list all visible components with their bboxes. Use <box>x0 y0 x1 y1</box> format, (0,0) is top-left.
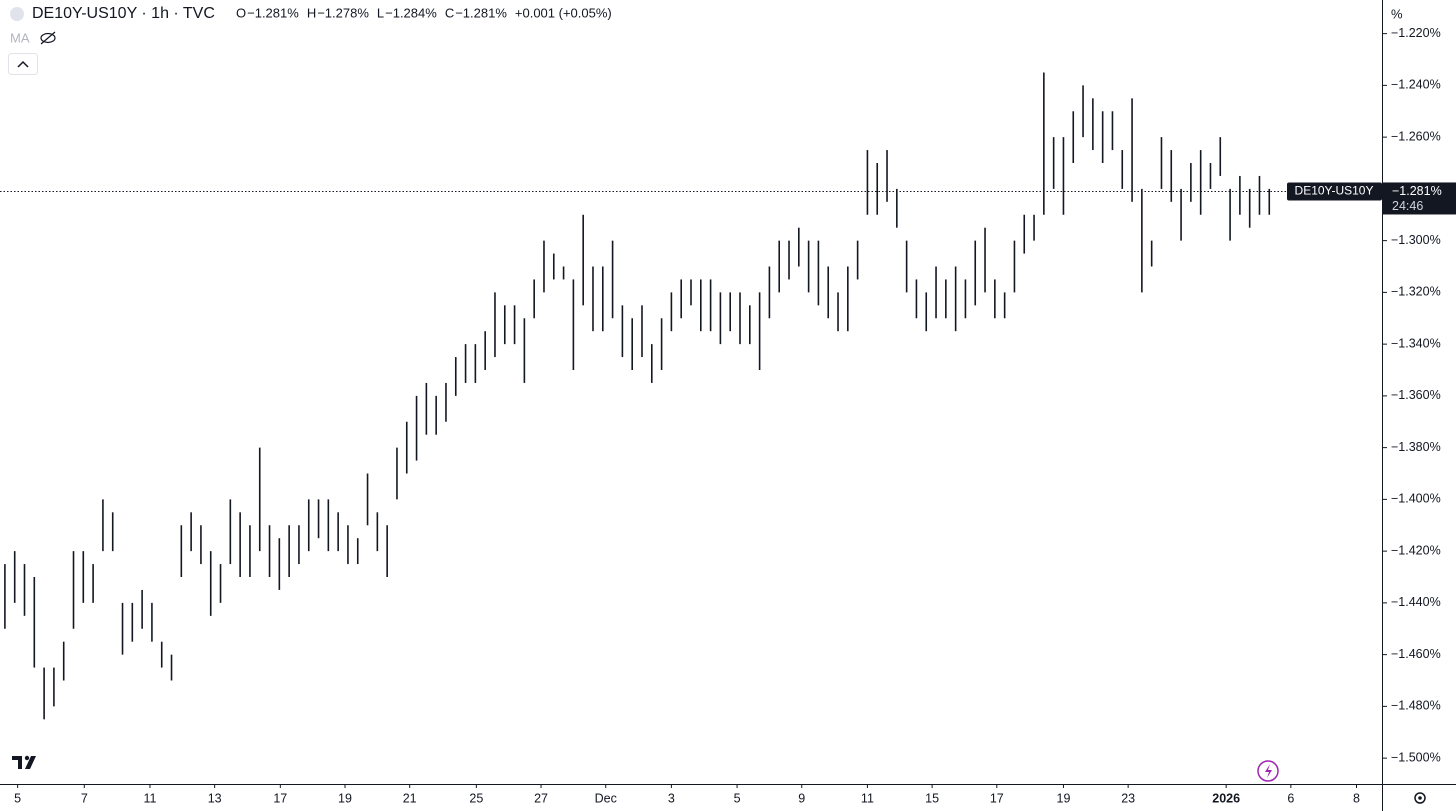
ohlc-value: −1.281% <box>455 5 507 20</box>
visibility-icon[interactable] <box>40 31 56 45</box>
x-tick-label: 27 <box>534 791 548 805</box>
y-tick-label: −1.360% <box>1391 388 1441 402</box>
y-tick-label: −1.340% <box>1391 336 1441 350</box>
y-tick-label: −1.500% <box>1391 750 1441 764</box>
price-tag-countdown: 24:46 <box>1392 199 1423 213</box>
y-tick-label: −1.220% <box>1391 26 1441 40</box>
ohlc-value: −1.284% <box>385 5 437 20</box>
x-tick-label: 9 <box>798 791 805 805</box>
price-tag <box>1383 182 1456 215</box>
x-tick-label: 3 <box>668 791 675 805</box>
collapse-button[interactable] <box>8 53 38 75</box>
y-tick-label: −1.440% <box>1391 595 1441 609</box>
ohlc-value: −1.281% <box>247 5 299 20</box>
x-tick-label: 8 <box>1353 791 1360 805</box>
chart-title: DE10Y-US10Y · 1h · TVC <box>32 5 215 22</box>
x-tick-label: 11 <box>143 791 156 805</box>
ohlc-value: −1.278% <box>317 5 369 20</box>
change-value: +0.001 (+0.05%) <box>515 5 612 20</box>
unit-label: % <box>1391 6 1403 21</box>
ohlc-legend: O −1.281% H −1.278% L −1.284% C −1.281% +0.001 (… <box>236 5 612 20</box>
symbol-icon <box>10 7 24 21</box>
y-tick-label: −1.420% <box>1391 543 1441 557</box>
x-tick-label: 21 <box>403 791 417 805</box>
ohlc-label: H <box>307 5 316 20</box>
x-tick-label: 17 <box>990 791 1004 805</box>
y-tick-label: −1.320% <box>1391 285 1441 299</box>
ohlc-label: O <box>236 5 246 20</box>
x-tick-label: 15 <box>925 791 939 805</box>
x-tick-label: 6 <box>1287 791 1294 805</box>
x-tick-label: 19 <box>1057 791 1071 805</box>
x-tick-label: 7 <box>81 791 88 805</box>
symbol-tag <box>1287 182 1382 201</box>
y-tick-label: −1.260% <box>1391 129 1441 143</box>
x-tick-label: 5 <box>14 791 21 805</box>
x-tick-label: 23 <box>1121 791 1135 805</box>
indicator-name: MA <box>10 30 30 45</box>
y-tick-label: −1.460% <box>1391 647 1441 661</box>
tv-logo <box>12 755 36 769</box>
y-tick-label: −1.380% <box>1391 440 1441 454</box>
ohlc-label: L <box>377 5 384 20</box>
x-tick-label: 13 <box>208 791 222 805</box>
x-tick-label: 2026 <box>1212 791 1240 805</box>
flash-icon[interactable] <box>1257 760 1279 782</box>
symbol-tag-text: DE10Y-US10Y <box>1295 184 1374 198</box>
x-tick-label: 25 <box>469 791 483 805</box>
x-tick-label: 5 <box>734 791 741 805</box>
y-tick-label: −1.400% <box>1391 492 1441 506</box>
y-tick-label: −1.300% <box>1391 233 1441 247</box>
x-tick-label: 11 <box>861 791 874 805</box>
x-tick-label: 19 <box>338 791 352 805</box>
x-tick-label: 17 <box>273 791 287 805</box>
price-tag-value: −1.281% <box>1392 184 1442 198</box>
settings-icon[interactable] <box>1414 792 1426 804</box>
x-tick-label: Dec <box>595 791 617 805</box>
y-tick-label: −1.480% <box>1391 699 1441 713</box>
y-tick-label: −1.240% <box>1391 78 1441 92</box>
ohlc-label: C <box>445 5 454 20</box>
